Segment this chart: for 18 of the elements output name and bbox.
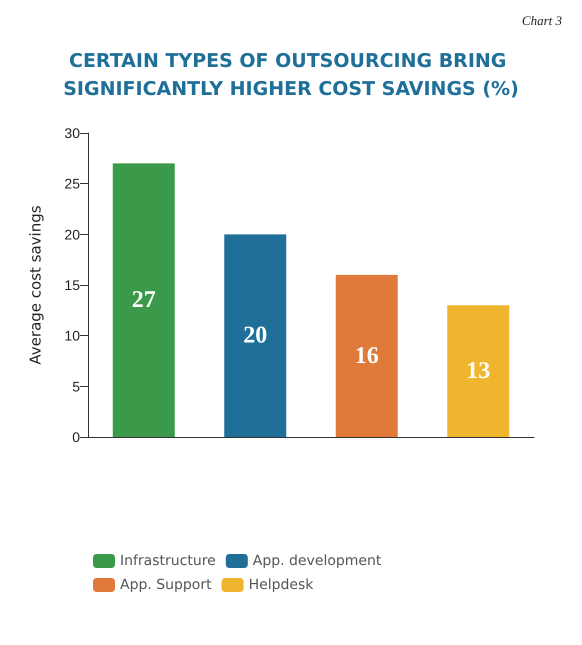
legend-label: App. development	[252, 553, 382, 569]
chart-title: CERTAIN TYPES OF OUTSOURCING BRING SIGNIFICANTLY HIGHER COST SAVINGS (%)	[63, 50, 519, 100]
legend-label: Helpdesk	[248, 577, 314, 593]
y-tick-label: 25	[64, 176, 80, 192]
y-tick-label: 15	[64, 277, 80, 293]
y-tick-label: 10	[64, 328, 80, 344]
y-tick-label: 0	[72, 429, 80, 445]
y-tick-label: 30	[64, 125, 80, 141]
data-label: 13	[466, 358, 490, 384]
data-label: 20	[243, 322, 268, 349]
y-axis-title: Average cost savings	[26, 205, 44, 365]
legend-label: App. Support	[120, 577, 212, 593]
legend-label: Infrastructure	[120, 553, 216, 569]
data-label: 27	[132, 287, 156, 314]
y-tick-label: 5	[72, 378, 80, 394]
y-tick-label: 20	[64, 226, 80, 242]
data-label: 16	[354, 342, 379, 369]
caption: Chart 3	[522, 13, 562, 28]
